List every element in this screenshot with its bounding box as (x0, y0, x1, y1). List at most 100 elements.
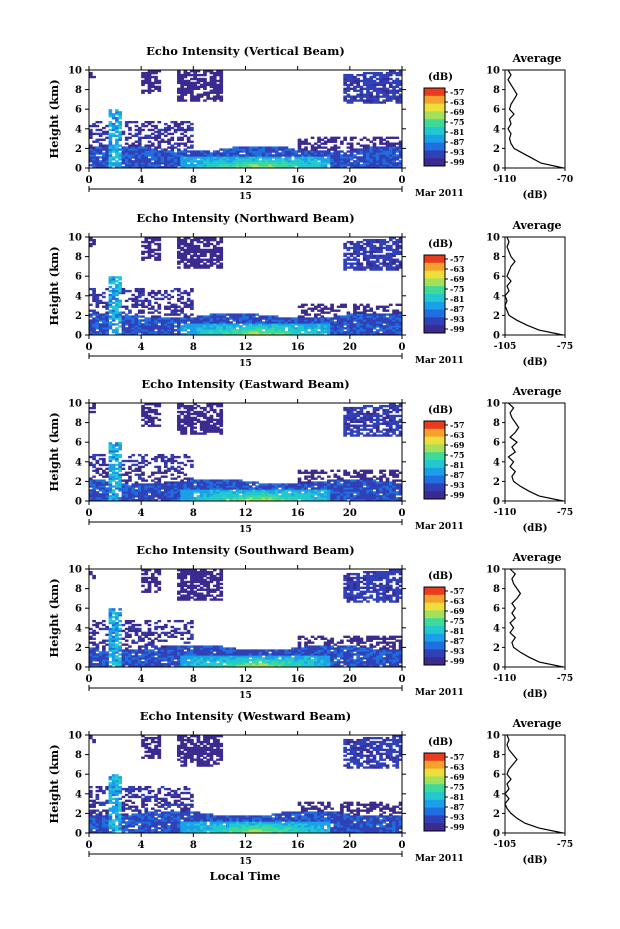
echo-cell (232, 333, 237, 336)
echo-cell (98, 293, 103, 297)
echo-cell (157, 453, 162, 457)
echo-cell (111, 331, 116, 334)
echo-cell (287, 164, 292, 167)
echo-cell (255, 487, 259, 490)
echo-cell (392, 71, 396, 75)
echo-cell (180, 307, 184, 310)
echo-cell (375, 238, 380, 242)
echo-cell (212, 418, 217, 422)
echo-cell (294, 154, 299, 157)
echo-cell (154, 242, 158, 246)
echo-cell (173, 154, 178, 157)
echo-cell (362, 152, 367, 155)
echo-cell (209, 426, 214, 429)
echo-cell (320, 321, 325, 324)
echo-cell (157, 497, 162, 500)
echo-cell (238, 499, 243, 502)
echo-cell (180, 126, 184, 130)
echo-cell (92, 491, 96, 494)
echo-cell (216, 313, 220, 316)
echo-cell (281, 325, 286, 328)
echo-cell (349, 410, 354, 414)
echo-cell (359, 489, 364, 492)
echo-cell (186, 323, 191, 326)
echo-cell (183, 134, 188, 138)
echo-cell (307, 160, 312, 163)
echo-cell (150, 238, 155, 242)
echo-cell (180, 483, 184, 486)
echo-cell (366, 150, 370, 153)
echo-cell (170, 126, 175, 130)
echo-cell (375, 254, 380, 257)
echo-cell (186, 128, 191, 132)
echo-cell (291, 148, 295, 151)
echo-cell (157, 85, 162, 89)
echo-cell (255, 321, 259, 324)
echo-cell (372, 321, 377, 324)
echo-cell (320, 485, 325, 488)
echo-cell (206, 497, 211, 500)
echo-cell (304, 487, 308, 490)
echo-cell (349, 162, 354, 165)
echo-cell (294, 319, 299, 322)
echo-cell (320, 309, 325, 312)
echo-cell (144, 321, 149, 324)
echo-cell (281, 327, 286, 330)
echo-cell (385, 156, 390, 159)
echo-cell (147, 410, 152, 414)
echo-cell (353, 471, 357, 474)
echo-cell (248, 317, 253, 320)
echo-cell (343, 95, 347, 98)
echo-cell (206, 97, 211, 100)
echo-cell (375, 250, 380, 254)
echo-cell (229, 491, 233, 494)
echo-cell (118, 311, 122, 314)
echo-cell (317, 158, 321, 161)
echo-cell (128, 309, 132, 312)
echo-cell (222, 491, 227, 494)
echo-cell (173, 287, 178, 291)
echo-cell (190, 483, 194, 486)
echo-cell (190, 242, 194, 246)
echo-cell (92, 297, 96, 301)
echo-cell (196, 483, 201, 486)
echo-cell (141, 333, 145, 336)
echo-cell (317, 152, 321, 155)
echo-cell (128, 459, 132, 463)
echo-cell (196, 499, 201, 502)
echo-cell (245, 313, 250, 316)
echo-cell (124, 305, 129, 308)
echo-cell (284, 497, 289, 500)
echo-cell (177, 305, 181, 308)
echo-cell (375, 499, 380, 502)
colorbar-swatch (424, 294, 445, 303)
echo-cell (255, 317, 259, 320)
echo-cell (356, 81, 361, 85)
echo-cell (131, 162, 136, 165)
echo-cell (190, 97, 194, 100)
echo-cell (190, 134, 194, 138)
echo-cell (343, 152, 347, 155)
echo-cell (190, 95, 194, 98)
echo-cell (134, 132, 139, 136)
echo-cell (255, 481, 259, 484)
echo-cell (118, 461, 122, 465)
echo-cell (379, 150, 383, 153)
echo-cell (180, 122, 184, 126)
echo-cell (346, 412, 351, 416)
echo-cell (131, 142, 136, 145)
echo-cell (203, 99, 207, 102)
echo-cell (349, 495, 354, 498)
echo-cell (281, 331, 286, 334)
colorbar-swatch (424, 95, 445, 105)
echo-cell (372, 426, 377, 429)
echo-cell (157, 307, 162, 310)
echo-cell (265, 315, 269, 318)
echo-cell (102, 138, 106, 141)
echo-cell (382, 81, 387, 85)
echo-cell (294, 495, 299, 498)
echo-cell (346, 424, 351, 427)
echo-cell (121, 291, 126, 295)
echo-cell (144, 144, 149, 147)
echo-cell (177, 81, 181, 85)
